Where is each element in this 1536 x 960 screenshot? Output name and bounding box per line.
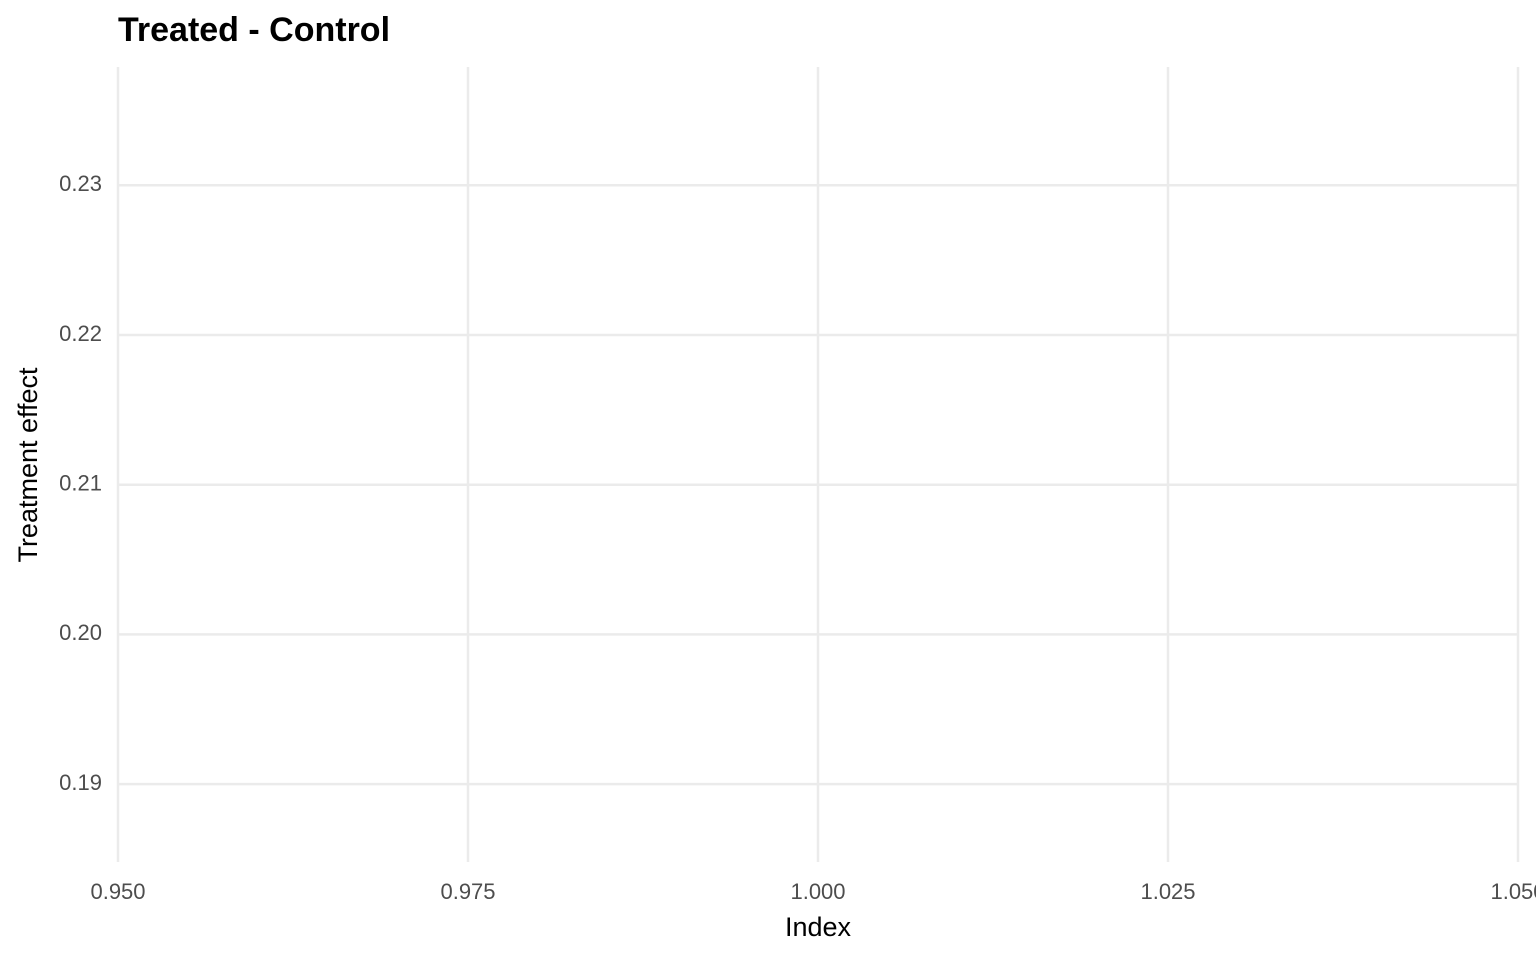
grid: [116, 67, 1520, 862]
y-tick-label: 0.21: [59, 471, 102, 496]
y-tick-label: 0.20: [59, 620, 102, 645]
x-tick-label: 0.950: [90, 879, 145, 904]
y-axis-label: Treatment effect: [13, 367, 43, 563]
x-tick-label: 1.000: [790, 879, 845, 904]
y-tick-label: 0.19: [59, 770, 102, 795]
chart-title: Treated - Control: [118, 11, 390, 49]
x-tick-label: 0.975: [440, 879, 495, 904]
x-axis-label: Index: [785, 912, 852, 942]
x-tick-label: 1.025: [1140, 879, 1195, 904]
y-tick-label: 0.23: [59, 171, 102, 196]
y-tick-label: 0.22: [59, 321, 102, 346]
x-tick-label: 1.050: [1490, 879, 1536, 904]
